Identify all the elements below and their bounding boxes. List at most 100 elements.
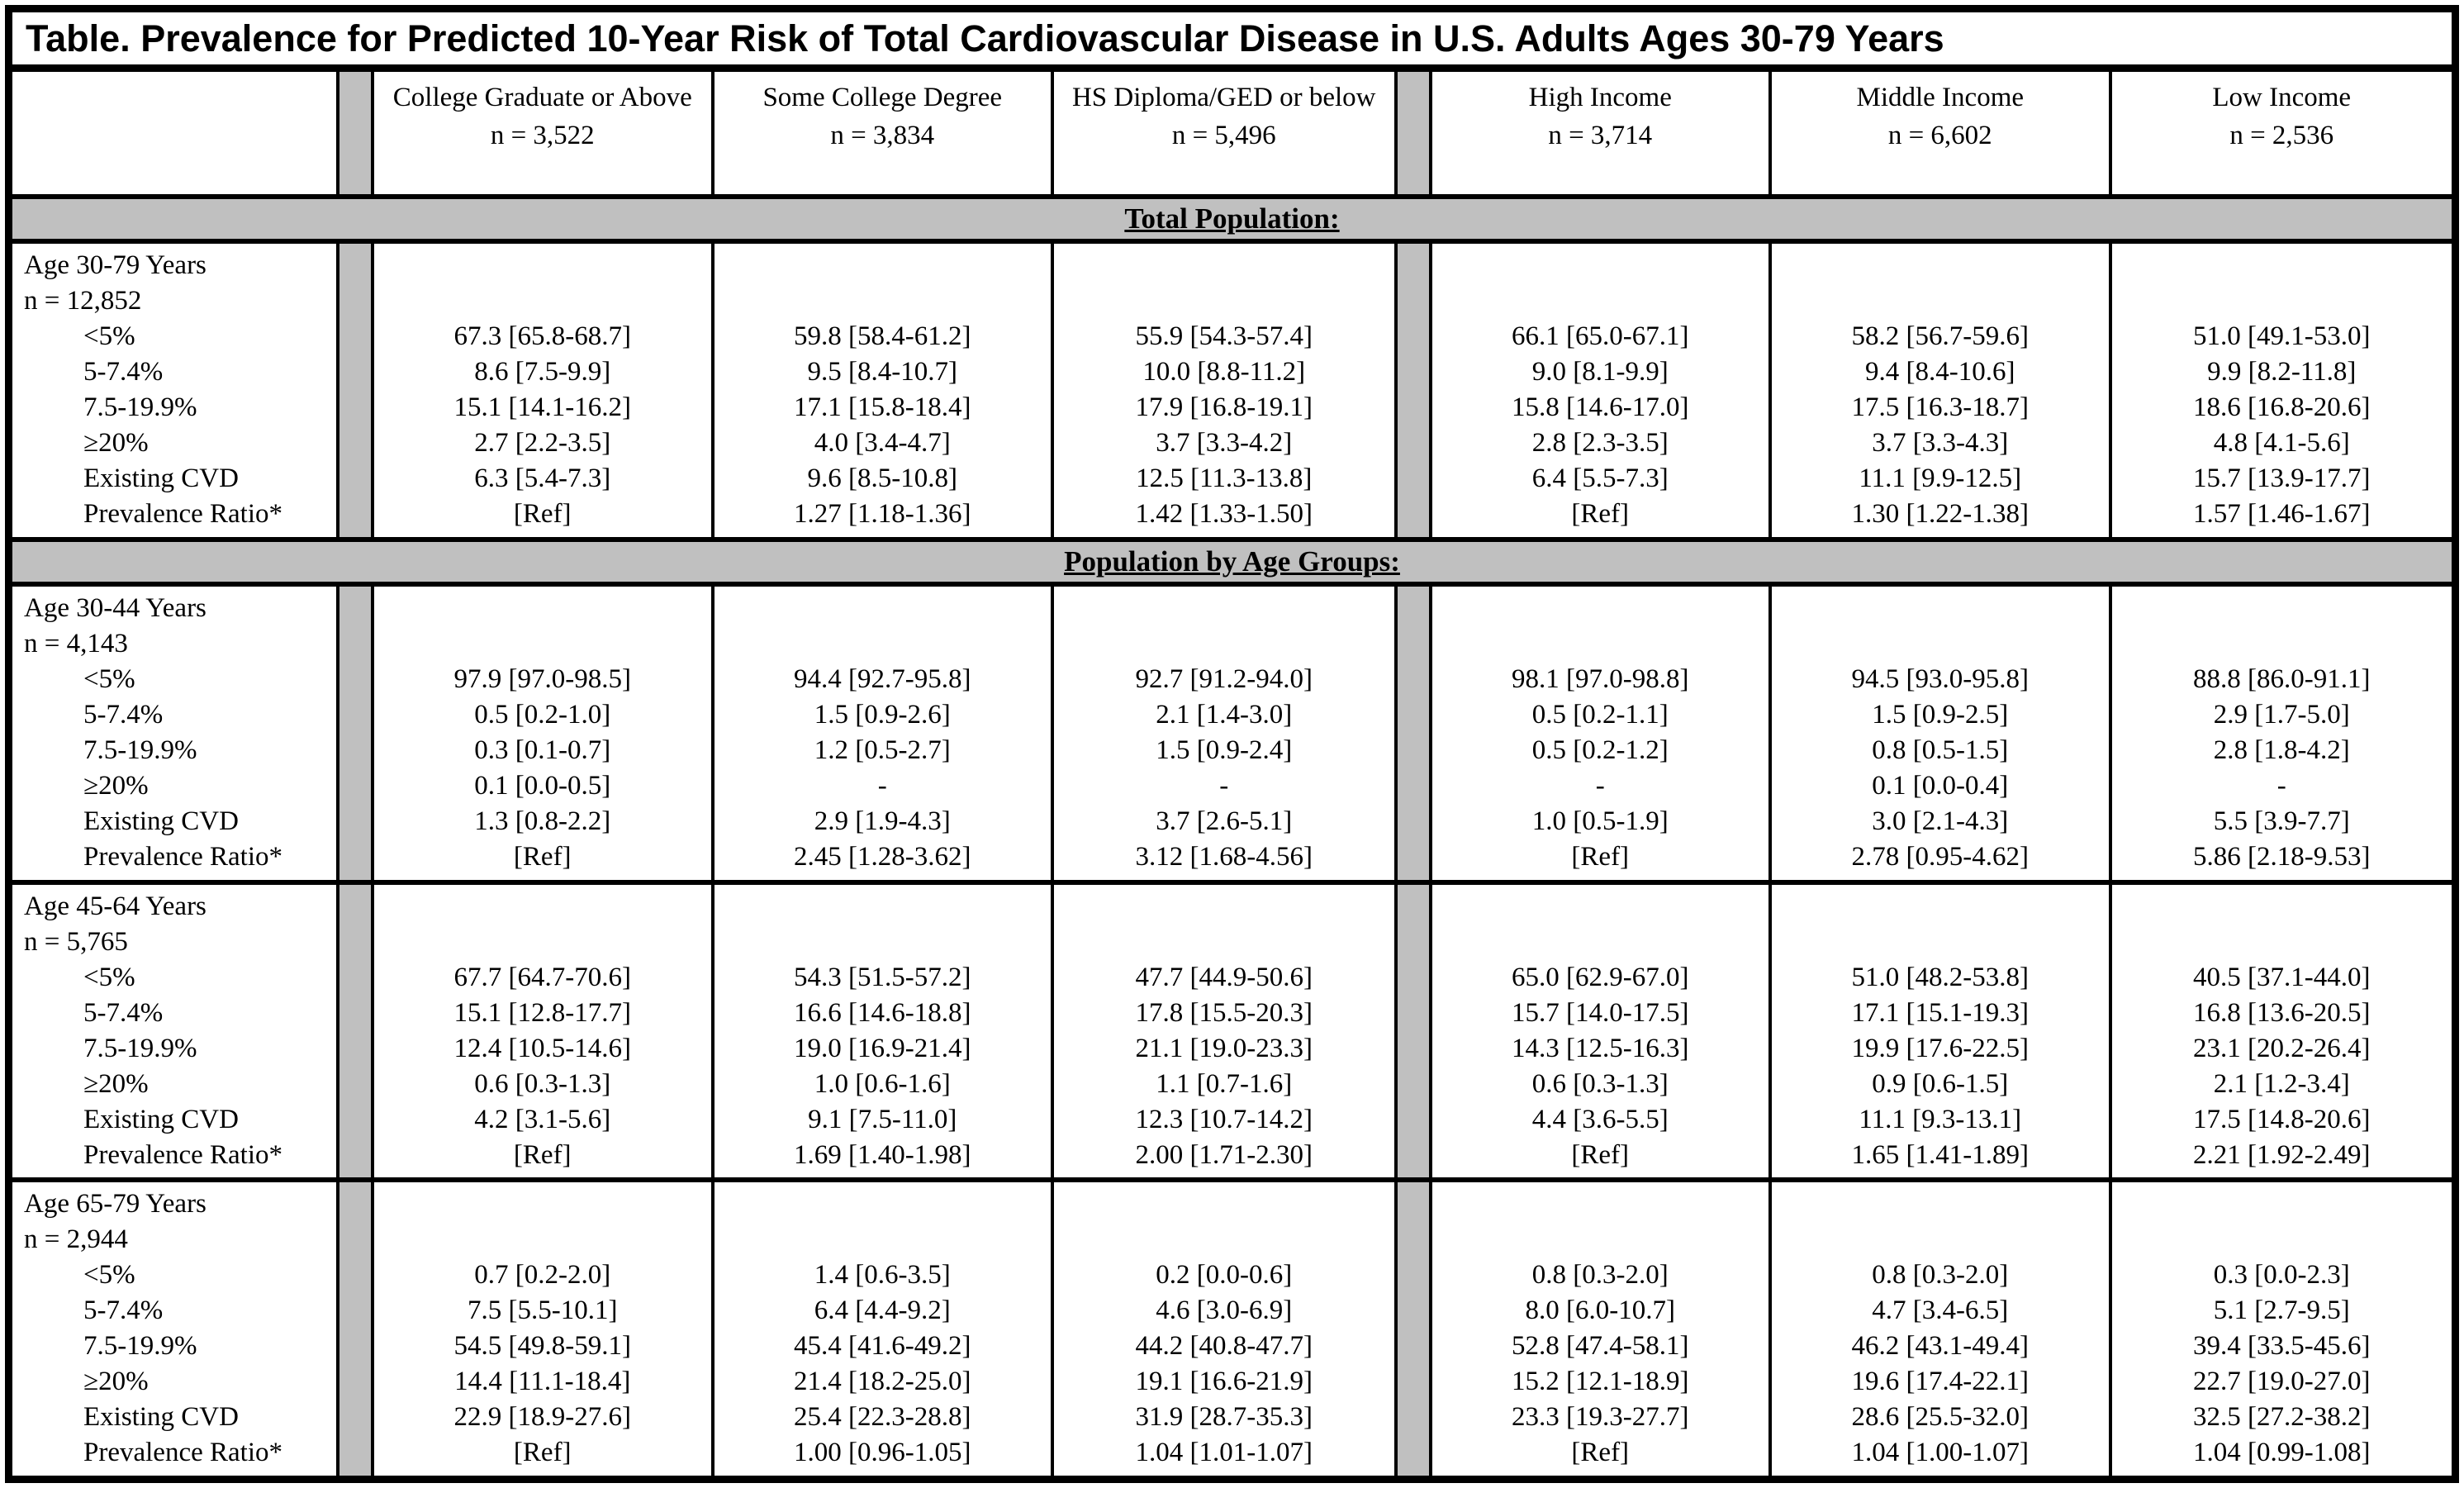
- value: 59.8 [58.4-61.2]: [794, 321, 971, 351]
- value: -: [1595, 770, 1605, 801]
- value: 0.2 [0.0-0.6]: [1156, 1260, 1293, 1291]
- value: 2.7 [2.2-3.5]: [474, 428, 611, 458]
- value: 4.6 [3.0-6.9]: [1156, 1295, 1293, 1326]
- separator-column: [336, 884, 374, 1178]
- value: 39.4 [33.5-45.6]: [2193, 1331, 2371, 1362]
- value: 40.5 [37.1-44.0]: [2193, 962, 2371, 992]
- value: 6.3 [5.4-7.3]: [474, 464, 611, 493]
- value: 8.0 [6.0-10.7]: [1525, 1295, 1675, 1326]
- value: 2.1 [1.2-3.4]: [2213, 1068, 2350, 1099]
- value: 11.1 [9.3-13.1]: [1859, 1104, 2022, 1134]
- data-col-low-income: 51.0 [49.1-53.0] 9.9 [8.2-11.8] 18.6 [16…: [2112, 244, 2452, 537]
- data-col-middle-income: 51.0 [48.2-53.8] 17.1 [15.1-19.3] 19.9 […: [1772, 884, 2112, 1178]
- group-n: n = 5,765: [24, 926, 128, 957]
- data-col-high-income: 98.1 [97.0-98.8] 0.5 [0.2-1.1] 0.5 [0.2-…: [1432, 586, 1772, 880]
- value: 14.3 [12.5-16.3]: [1512, 1033, 1689, 1063]
- data-col-low-income: 88.8 [86.0-91.1] 2.9 [1.7-5.0] 2.8 [1.8-…: [2112, 587, 2452, 880]
- value: 11.1 [9.9-12.5]: [1859, 464, 2022, 493]
- group-n: n = 12,852: [24, 286, 142, 316]
- value: 2.9 [1.7-5.0]: [2213, 699, 2350, 730]
- risk-row-label: Prevalence Ratio*: [83, 1139, 282, 1170]
- value: 21.1 [19.0-23.3]: [1135, 1033, 1313, 1063]
- value: 1.69 [1.40-1.98]: [794, 1139, 971, 1170]
- group-n: n = 4,143: [24, 628, 128, 658]
- risk-row-label: Existing CVD: [83, 1402, 239, 1433]
- col-header-n: n = 6,602: [1887, 121, 1992, 150]
- risk-row-label: 7.5-19.9%: [83, 1033, 197, 1063]
- data-col-hs-diploma: 0.2 [0.0-0.6] 4.6 [3.0-6.9] 44.2 [40.8-4…: [1054, 1182, 1394, 1476]
- value: 0.5 [0.2-1.2]: [1531, 734, 1669, 765]
- data-col-hs-diploma: 55.9 [54.3-57.4] 10.0 [8.8-11.2] 17.9 [1…: [1054, 244, 1394, 537]
- value: 12.5 [11.3-13.8]: [1136, 464, 1313, 493]
- value: 17.1 [15.8-18.4]: [794, 392, 971, 422]
- data-col-hs-diploma: 47.7 [44.9-50.6] 17.8 [15.5-20.3] 21.1 […: [1054, 885, 1394, 1178]
- age-group-label: Age 65-79 Years: [24, 1189, 207, 1219]
- separator-column: [336, 72, 374, 194]
- value: 15.7 [13.9-17.7]: [2193, 464, 2371, 493]
- value: 28.6 [25.5-32.0]: [1851, 1402, 2029, 1433]
- value: 19.6 [17.4-22.1]: [1851, 1367, 2029, 1397]
- risk-row-label: 7.5-19.9%: [83, 392, 197, 422]
- value: -: [877, 770, 887, 801]
- section-age-30-44: Age 30-44 Years n = 4,143 <5% 5-7.4% 7.5…: [12, 586, 2452, 880]
- risk-row-label: 5-7.4%: [83, 357, 164, 387]
- value: 0.1 [0.0-0.5]: [474, 770, 611, 801]
- data-col-middle-income: 58.2 [56.7-59.6] 9.4 [8.4-10.6] 17.5 [16…: [1772, 244, 2112, 537]
- age-group-label: Age 30-79 Years: [24, 250, 207, 280]
- data-col-high-income: 65.0 [62.9-67.0] 15.7 [14.0-17.5] 14.3 […: [1432, 884, 1772, 1178]
- col-header-n: n = 3,834: [830, 121, 935, 150]
- risk-row-label: Existing CVD: [83, 806, 239, 836]
- value: 0.8 [0.3-2.0]: [1531, 1260, 1669, 1291]
- value: 23.3 [19.3-27.7]: [1512, 1402, 1689, 1433]
- value: [Ref]: [513, 1139, 572, 1170]
- value: 1.30 [1.22-1.38]: [1851, 499, 2029, 529]
- value: 3.7 [3.3-4.2]: [1156, 428, 1293, 458]
- value: 52.8 [47.4-58.1]: [1512, 1331, 1689, 1362]
- risk-row-label: ≥20%: [83, 1068, 149, 1099]
- value: 3.0 [2.1-4.3]: [1872, 806, 2009, 836]
- value: 51.0 [48.2-53.8]: [1851, 962, 2029, 992]
- value: 15.1 [12.8-17.7]: [453, 997, 631, 1028]
- value: 4.8 [4.1-5.6]: [2213, 428, 2350, 458]
- col-header-label: Some College Degree: [762, 83, 1003, 112]
- value: 17.5 [16.3-18.7]: [1851, 392, 2029, 422]
- value: 1.57 [1.46-1.67]: [2193, 499, 2371, 529]
- value: 15.8 [14.6-17.0]: [1512, 392, 1689, 422]
- value: 4.2 [3.1-5.6]: [474, 1104, 611, 1134]
- risk-row-label: ≥20%: [83, 1367, 149, 1397]
- risk-row-label: 5-7.4%: [83, 699, 164, 730]
- data-col-college-grad: 0.7 [0.2-2.0] 7.5 [5.5-10.1] 54.5 [49.8-…: [374, 1182, 715, 1476]
- value: [Ref]: [513, 841, 572, 872]
- value: 1.2 [0.5-2.7]: [814, 734, 951, 765]
- value: 1.42 [1.33-1.50]: [1135, 499, 1313, 529]
- value: 1.04 [0.99-1.08]: [2193, 1438, 2371, 1468]
- value: 3.12 [1.68-4.56]: [1135, 841, 1313, 872]
- prevalence-table: Table. Prevalence for Predicted 10-Year …: [5, 5, 2459, 1483]
- value: 2.21 [1.92-2.49]: [2193, 1139, 2371, 1170]
- value: 1.00 [0.96-1.05]: [794, 1438, 971, 1468]
- col-header-high-income: High Income n = 3,714: [1432, 72, 1772, 194]
- column-header-row: College Graduate or Above n = 3,522 Some…: [12, 72, 2452, 194]
- value: 3.7 [3.3-4.3]: [1872, 428, 2009, 458]
- value: 98.1 [97.0-98.8]: [1512, 663, 1689, 694]
- value: 0.5 [0.2-1.0]: [474, 699, 611, 730]
- value: 6.4 [4.4-9.2]: [814, 1295, 951, 1326]
- risk-row-label: ≥20%: [83, 770, 149, 801]
- data-col-hs-diploma: 92.7 [91.2-94.0] 2.1 [1.4-3.0] 1.5 [0.9-…: [1054, 587, 1394, 880]
- data-col-some-college: 54.3 [51.5-57.2] 16.6 [14.6-18.8] 19.0 […: [715, 884, 1054, 1178]
- col-header-low-income: Low Income n = 2,536: [2112, 72, 2452, 194]
- value: 22.7 [19.0-27.0]: [2193, 1367, 2371, 1397]
- value: 0.6 [0.3-1.3]: [474, 1068, 611, 1099]
- value: 67.3 [65.8-68.7]: [453, 321, 631, 351]
- value: 51.0 [49.1-53.0]: [2193, 321, 2371, 351]
- value: [Ref]: [1571, 1438, 1630, 1468]
- value: 22.9 [18.9-27.6]: [453, 1402, 631, 1433]
- table-title: Table. Prevalence for Predicted 10-Year …: [12, 12, 2452, 72]
- value: 1.5 [0.9-2.4]: [1156, 734, 1293, 765]
- col-header-n: n = 2,536: [2229, 121, 2334, 150]
- value: 3.7 [2.6-5.1]: [1156, 806, 1293, 836]
- risk-row-label: ≥20%: [83, 428, 149, 458]
- value: 12.4 [10.5-14.6]: [453, 1033, 631, 1063]
- data-col-low-income: 0.3 [0.0-2.3] 5.1 [2.7-9.5] 39.4 [33.5-4…: [2112, 1182, 2452, 1476]
